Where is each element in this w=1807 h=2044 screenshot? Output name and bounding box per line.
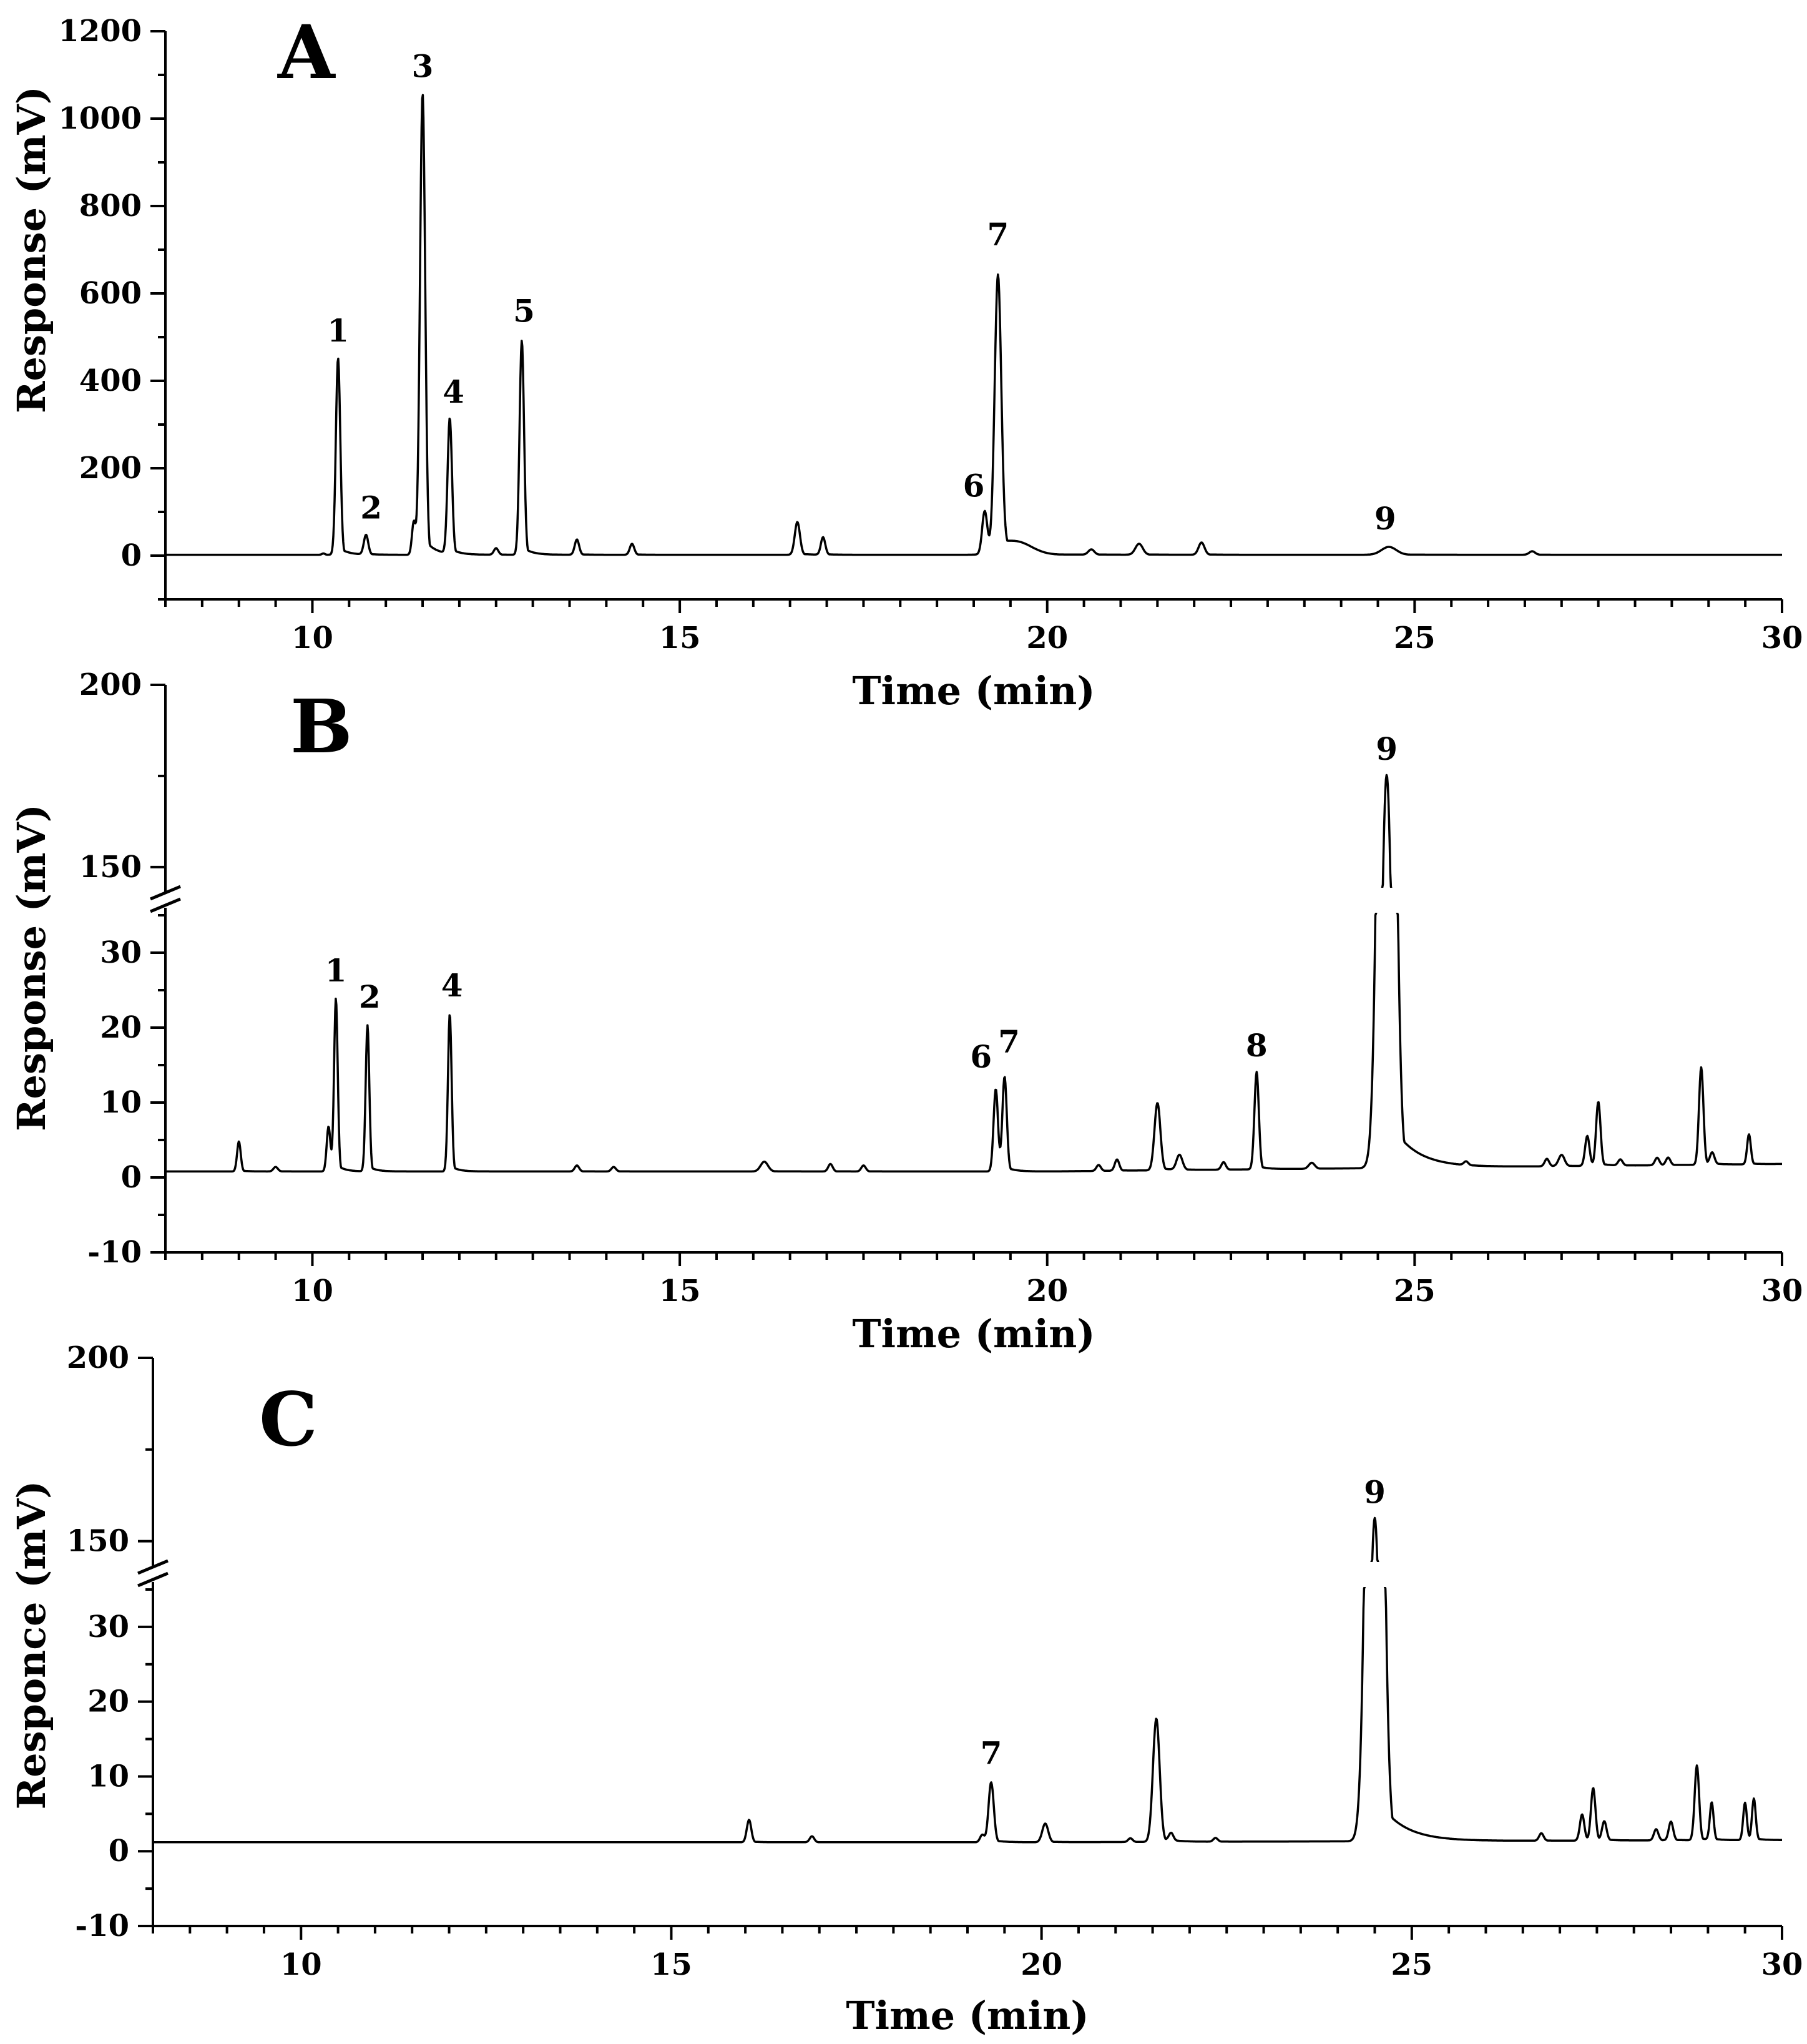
- x-axis-title: Time (min): [852, 1311, 1095, 1357]
- x-tick-label: 25: [1394, 1274, 1436, 1309]
- x-axis-title: Time (min): [846, 1993, 1089, 2038]
- panel-label: B: [290, 683, 353, 770]
- x-tick-label: 25: [1391, 1947, 1432, 1982]
- axis-break-mark: [150, 885, 181, 913]
- y-tick-label: 10: [100, 1085, 142, 1120]
- x-tick-label: 15: [650, 1947, 692, 1982]
- x-tick-label: 10: [291, 621, 333, 656]
- x-tick-label: 30: [1761, 1947, 1803, 1982]
- y-tick-label: 200: [79, 667, 142, 702]
- peak-label: 8: [1246, 1027, 1268, 1064]
- axis-break-mark: [137, 1559, 169, 1588]
- peak-label: 6: [963, 468, 985, 504]
- panel-c: 10 15 20 25 30 -10 0 10 20 30 150 200 7 9 C Time (min) R…: [9, 1340, 1803, 2038]
- peak-label: 2: [359, 978, 381, 1015]
- y-tick-label: 20: [87, 1684, 129, 1719]
- x-tick-label: 10: [291, 1274, 333, 1309]
- y-tick-label: 20: [100, 1010, 142, 1045]
- y-tick-label: 1200: [58, 14, 142, 49]
- x-tick-label: 20: [1026, 1274, 1068, 1309]
- panel-label: A: [277, 9, 336, 96]
- peak-label: 3: [412, 48, 434, 85]
- y-axis-title: Response (mV): [9, 804, 54, 1131]
- peak-label: 1: [325, 952, 347, 989]
- x-tick-label: 30: [1761, 1274, 1803, 1309]
- panel-b: 10 15 20 25 30 -10 0 10 20 30 150 200 12 4 6 7 8 9 B Time (…: [9, 667, 1803, 1357]
- y-tick-label: 0: [121, 1160, 142, 1195]
- y-tick-label: 150: [79, 850, 142, 885]
- y-tick-label: 1000: [58, 101, 142, 136]
- x-tick-label: 15: [659, 621, 701, 656]
- peak-label: 2: [360, 489, 382, 526]
- chromatogram-trace: [152, 1516, 1783, 1844]
- y-tick-label: -10: [75, 1909, 129, 1943]
- chromatogram-trace: [165, 94, 1783, 556]
- y-tick-label: 200: [67, 1340, 129, 1375]
- y-tick-label: 0: [109, 1834, 129, 1869]
- chromatogram-trace: [165, 774, 1783, 1173]
- y-tick-label: 150: [67, 1524, 129, 1559]
- peak-break-gap: [1349, 1562, 1400, 1587]
- peak-label: 7: [998, 1023, 1020, 1060]
- peak-break-gap: [1361, 888, 1412, 913]
- y-axis-title: Responce (mV): [9, 1481, 54, 1810]
- peak-label: 7: [981, 1734, 1002, 1771]
- y-tick-label: 200: [79, 451, 142, 486]
- x-tick-label: 30: [1761, 621, 1803, 656]
- x-tick-label: 20: [1021, 1947, 1062, 1982]
- y-axis-title: Response (mV): [9, 86, 54, 413]
- panel-a: 10 15 20 25 30 0 200 400 600 800 1000 1200 1 2 3 4 5 6 7 9 A…: [9, 9, 1803, 714]
- x-tick-label: 10: [280, 1947, 322, 1982]
- y-tick-label: 600: [79, 276, 142, 311]
- y-tick-label: 30: [87, 1609, 129, 1644]
- y-tick-label: 30: [100, 935, 142, 970]
- peak-label: 4: [443, 373, 464, 410]
- peak-label: 7: [987, 216, 1009, 253]
- peak-label: 4: [441, 967, 463, 1004]
- peak-label: 9: [1374, 500, 1396, 537]
- peak-label: 5: [513, 293, 535, 330]
- y-tick-label: 10: [87, 1759, 129, 1794]
- x-tick-label: 15: [659, 1274, 701, 1309]
- peak-label: 9: [1376, 730, 1398, 767]
- x-axis-title: Time (min): [852, 668, 1095, 714]
- y-tick-label: 400: [79, 363, 142, 398]
- x-tick-label: 25: [1394, 621, 1436, 656]
- peak-label: 1: [327, 312, 349, 349]
- y-tick-label: -10: [87, 1235, 142, 1270]
- peak-label: 6: [970, 1038, 992, 1075]
- panel-label: C: [259, 1376, 318, 1463]
- peak-label: 9: [1364, 1474, 1386, 1511]
- y-tick-label: 0: [121, 538, 142, 573]
- x-tick-label: 20: [1026, 621, 1068, 656]
- y-tick-label: 800: [79, 189, 142, 224]
